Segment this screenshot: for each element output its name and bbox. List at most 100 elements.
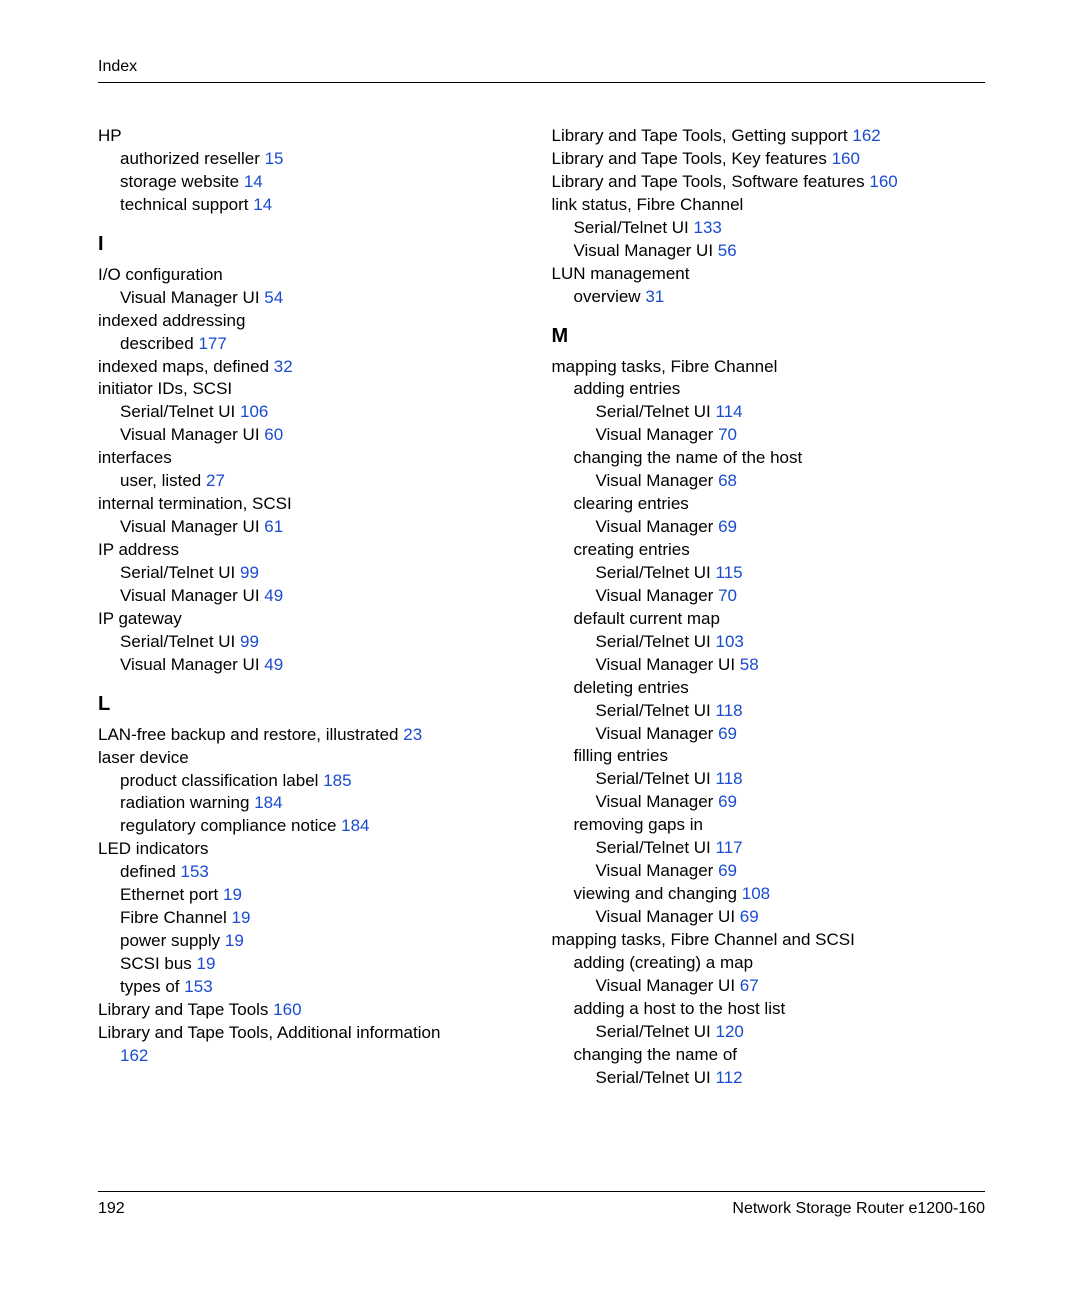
page-link[interactable]: 14: [244, 172, 263, 191]
entry-hp: HP: [98, 125, 532, 148]
page-link[interactable]: 153: [181, 862, 209, 881]
entry-indexed-maps: indexed maps, defined 32: [98, 356, 532, 379]
page-link[interactable]: 19: [232, 908, 251, 927]
entry-link-status: link status, Fibre Channel: [552, 194, 986, 217]
page-link[interactable]: 69: [718, 517, 737, 536]
entry-laser-rad: radiation warning 184: [98, 792, 532, 815]
page-header: Index: [98, 58, 985, 83]
entry-clearing: clearing entries: [552, 493, 986, 516]
page-link[interactable]: 54: [264, 288, 283, 307]
index-columns: HP authorized reseller 15 storage websit…: [98, 125, 985, 1090]
page-link[interactable]: 69: [718, 724, 737, 743]
page-link[interactable]: 19: [223, 885, 242, 904]
page-link[interactable]: 69: [718, 861, 737, 880]
page-link[interactable]: 160: [869, 172, 897, 191]
page-link[interactable]: 185: [323, 771, 351, 790]
page-link[interactable]: 31: [645, 287, 664, 306]
entry-indexed-desc: described 177: [98, 333, 532, 356]
page-link[interactable]: 120: [716, 1022, 744, 1041]
page-link[interactable]: 108: [742, 884, 770, 903]
entry-ip-gw: IP gateway: [98, 608, 532, 631]
entry-chg-name2: changing the name of: [552, 1044, 986, 1067]
page-number: 192: [98, 1200, 125, 1218]
entry-lib1: Library and Tape Tools 160: [98, 999, 532, 1022]
page-link[interactable]: 133: [694, 218, 722, 237]
page-link[interactable]: 49: [264, 655, 283, 674]
page-link[interactable]: 153: [184, 977, 212, 996]
entry-addhost-st: Serial/Telnet UI 120: [552, 1021, 986, 1044]
page-link[interactable]: 99: [240, 632, 259, 651]
entry-laser-prod: product classification label 185: [98, 770, 532, 793]
entry-lun: LUN management: [552, 263, 986, 286]
entry-view-vm: Visual Manager UI 69: [552, 906, 986, 929]
entry-lib4: Library and Tape Tools, Key features 160: [552, 148, 986, 171]
entry-led-fc: Fibre Channel 19: [98, 907, 532, 930]
entry-led: LED indicators: [98, 838, 532, 861]
entry-initiator: initiator IDs, SCSI: [98, 378, 532, 401]
page-link[interactable]: 117: [716, 838, 743, 857]
entry-indexed-addr: indexed addressing: [98, 310, 532, 333]
page-link[interactable]: 70: [718, 425, 737, 444]
page-link[interactable]: 160: [273, 1000, 301, 1019]
entry-hp-reseller: authorized reseller 15: [98, 148, 532, 171]
page-link[interactable]: 177: [198, 334, 226, 353]
page-link[interactable]: 69: [740, 907, 759, 926]
page-link[interactable]: 32: [274, 357, 293, 376]
section-letter-m: M: [552, 323, 986, 350]
page-footer: 192 Network Storage Router e1200-160: [98, 1191, 985, 1218]
page-link[interactable]: 70: [718, 586, 737, 605]
entry-laser-reg: regulatory compliance notice 184: [98, 815, 532, 838]
entry-map-fc: mapping tasks, Fibre Channel: [552, 356, 986, 379]
entry-hp-website: storage website 14: [98, 171, 532, 194]
page-link[interactable]: 115: [716, 563, 743, 582]
page-link[interactable]: 112: [716, 1068, 743, 1087]
page-link[interactable]: 27: [206, 471, 225, 490]
page-link[interactable]: 56: [718, 241, 737, 260]
page-link[interactable]: 162: [120, 1046, 148, 1065]
page-link[interactable]: 14: [253, 195, 272, 214]
entry-rem-vm: Visual Manager 69: [552, 860, 986, 883]
entry-led-types: types of 153: [98, 976, 532, 999]
entry-init-vm: Visual Manager UI 60: [98, 424, 532, 447]
entry-interfaces: interfaces: [98, 447, 532, 470]
entry-lun-ov: overview 31: [552, 286, 986, 309]
entry-rem-st: Serial/Telnet UI 117: [552, 837, 986, 860]
entry-link-vm: Visual Manager UI 56: [552, 240, 986, 263]
entry-ip-addr: IP address: [98, 539, 532, 562]
page-link[interactable]: 184: [254, 793, 282, 812]
page-link[interactable]: 60: [264, 425, 283, 444]
page-link[interactable]: 106: [240, 402, 268, 421]
page-link[interactable]: 58: [740, 655, 759, 674]
page-link[interactable]: 118: [716, 701, 743, 720]
entry-link-st: Serial/Telnet UI 133: [552, 217, 986, 240]
page-link[interactable]: 49: [264, 586, 283, 605]
entry-addmap-vm: Visual Manager UI 67: [552, 975, 986, 998]
page-link[interactable]: 15: [265, 149, 284, 168]
entry-lib2-page: 162: [98, 1045, 532, 1068]
page-link[interactable]: 103: [716, 632, 744, 651]
page-link[interactable]: 19: [197, 954, 216, 973]
page-link[interactable]: 184: [341, 816, 369, 835]
page-link[interactable]: 114: [716, 402, 743, 421]
page-link[interactable]: 19: [225, 931, 244, 950]
page-link[interactable]: 68: [718, 471, 737, 490]
entry-lib5: Library and Tape Tools, Software feature…: [552, 171, 986, 194]
page-link[interactable]: 162: [852, 126, 880, 145]
page-link[interactable]: 160: [832, 149, 860, 168]
page-link[interactable]: 23: [403, 725, 422, 744]
page-link[interactable]: 61: [264, 517, 283, 536]
entry-ip-gw-vm: Visual Manager UI 49: [98, 654, 532, 677]
entry-lanfree: LAN-free backup and restore, illustrated…: [98, 724, 532, 747]
entry-ip-addr-vm: Visual Manager UI 49: [98, 585, 532, 608]
entry-add-vm: Visual Manager 70: [552, 424, 986, 447]
entry-def-st: Serial/Telnet UI 103: [552, 631, 986, 654]
right-column: Library and Tape Tools, Getting support …: [552, 125, 986, 1090]
entry-chg2-st: Serial/Telnet UI 112: [552, 1067, 986, 1090]
entry-deleting: deleting entries: [552, 677, 986, 700]
page-link[interactable]: 99: [240, 563, 259, 582]
page-link[interactable]: 118: [716, 769, 743, 788]
entry-hp-support: technical support 14: [98, 194, 532, 217]
page-link[interactable]: 67: [740, 976, 759, 995]
page-link[interactable]: 69: [718, 792, 737, 811]
entry-adding: adding entries: [552, 378, 986, 401]
